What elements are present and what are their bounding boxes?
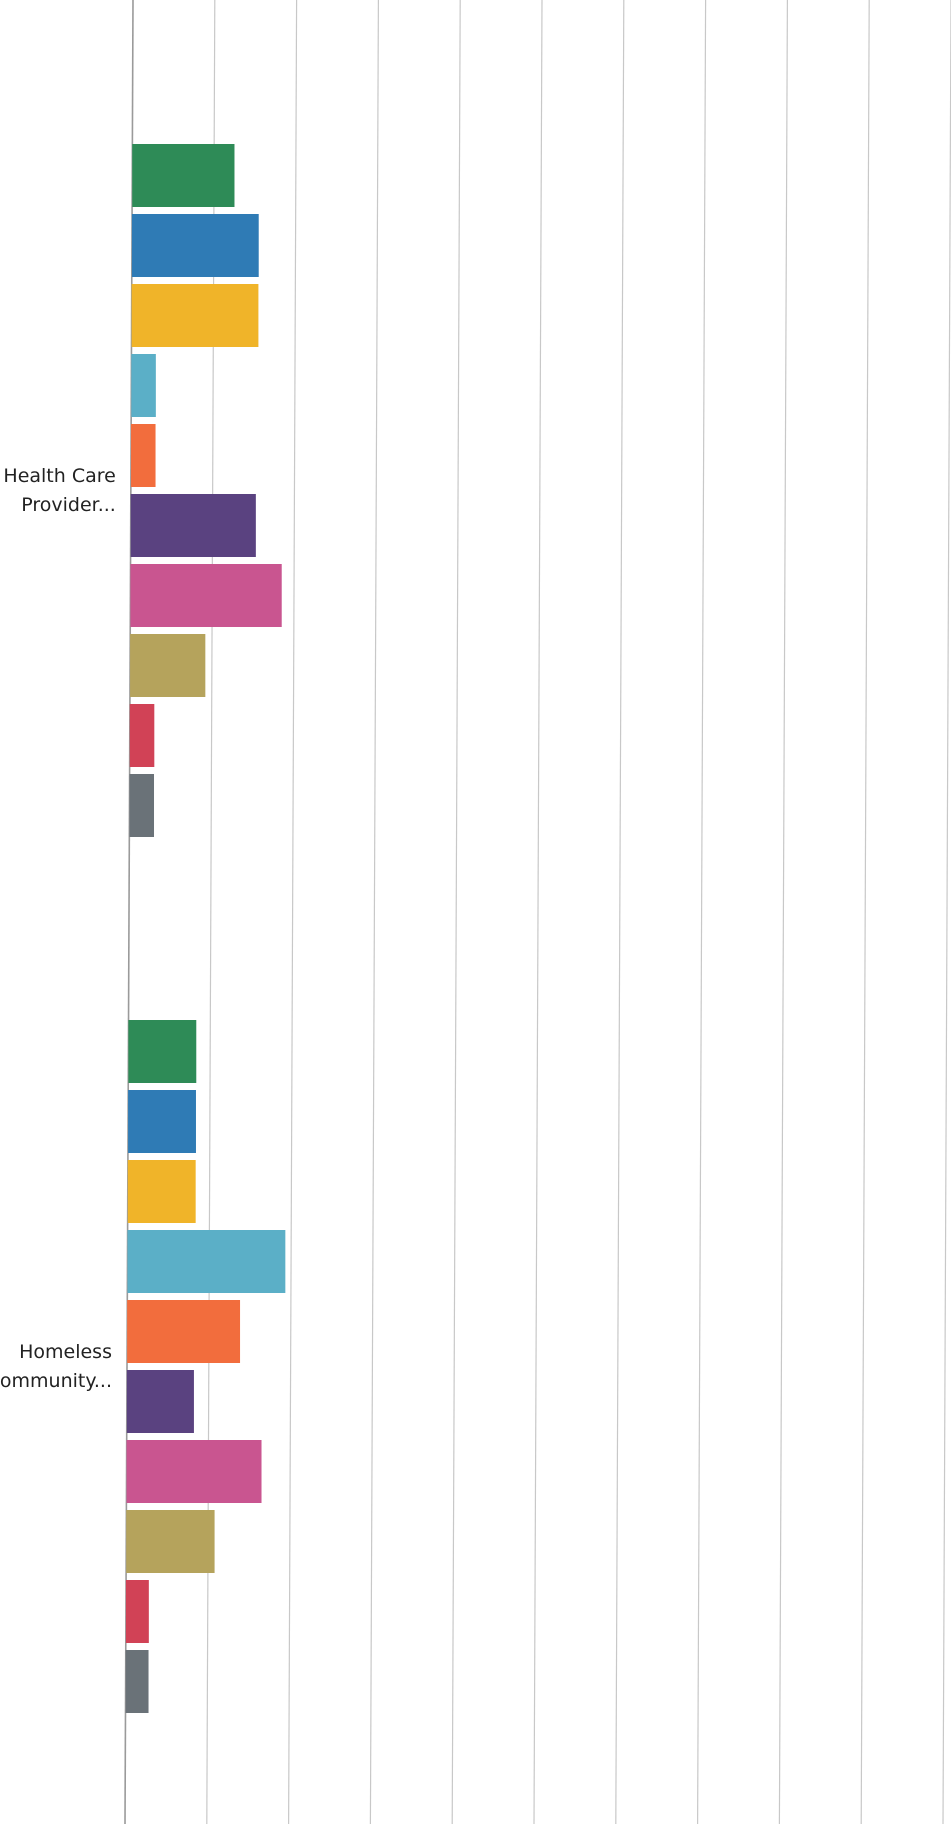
bar	[125, 1650, 149, 1713]
bar	[130, 564, 282, 627]
bar	[128, 1020, 197, 1083]
bar	[126, 1370, 194, 1433]
gridline	[696, 0, 707, 1824]
bar	[125, 1580, 149, 1643]
bar	[126, 1440, 262, 1503]
bar	[127, 1300, 241, 1363]
gridline	[615, 0, 625, 1824]
bar	[131, 424, 156, 487]
gridline	[533, 0, 543, 1824]
bar	[127, 1160, 196, 1223]
bar	[131, 214, 259, 277]
bar	[128, 1090, 196, 1153]
bar	[129, 774, 155, 837]
gridline	[860, 0, 870, 1824]
bar	[126, 1510, 215, 1573]
bar	[132, 144, 235, 207]
bar	[131, 354, 156, 417]
bars	[125, 144, 286, 1713]
gridline	[942, 0, 951, 1824]
category-label: Provider...	[21, 494, 116, 516]
category-label: Community...	[0, 1370, 112, 1392]
gridline	[288, 0, 298, 1824]
bar	[130, 494, 256, 557]
gridline	[778, 0, 789, 1824]
category-label: Homeless	[19, 1341, 112, 1363]
bar	[130, 634, 206, 697]
category-label: Health Care	[3, 465, 115, 487]
bar	[131, 284, 259, 347]
bar	[129, 704, 155, 767]
gridline	[451, 0, 461, 1824]
bar	[127, 1230, 286, 1293]
category-labels: Health Care Provider... Homeless Community.…	[0, 465, 116, 1392]
gridline	[369, 0, 379, 1824]
